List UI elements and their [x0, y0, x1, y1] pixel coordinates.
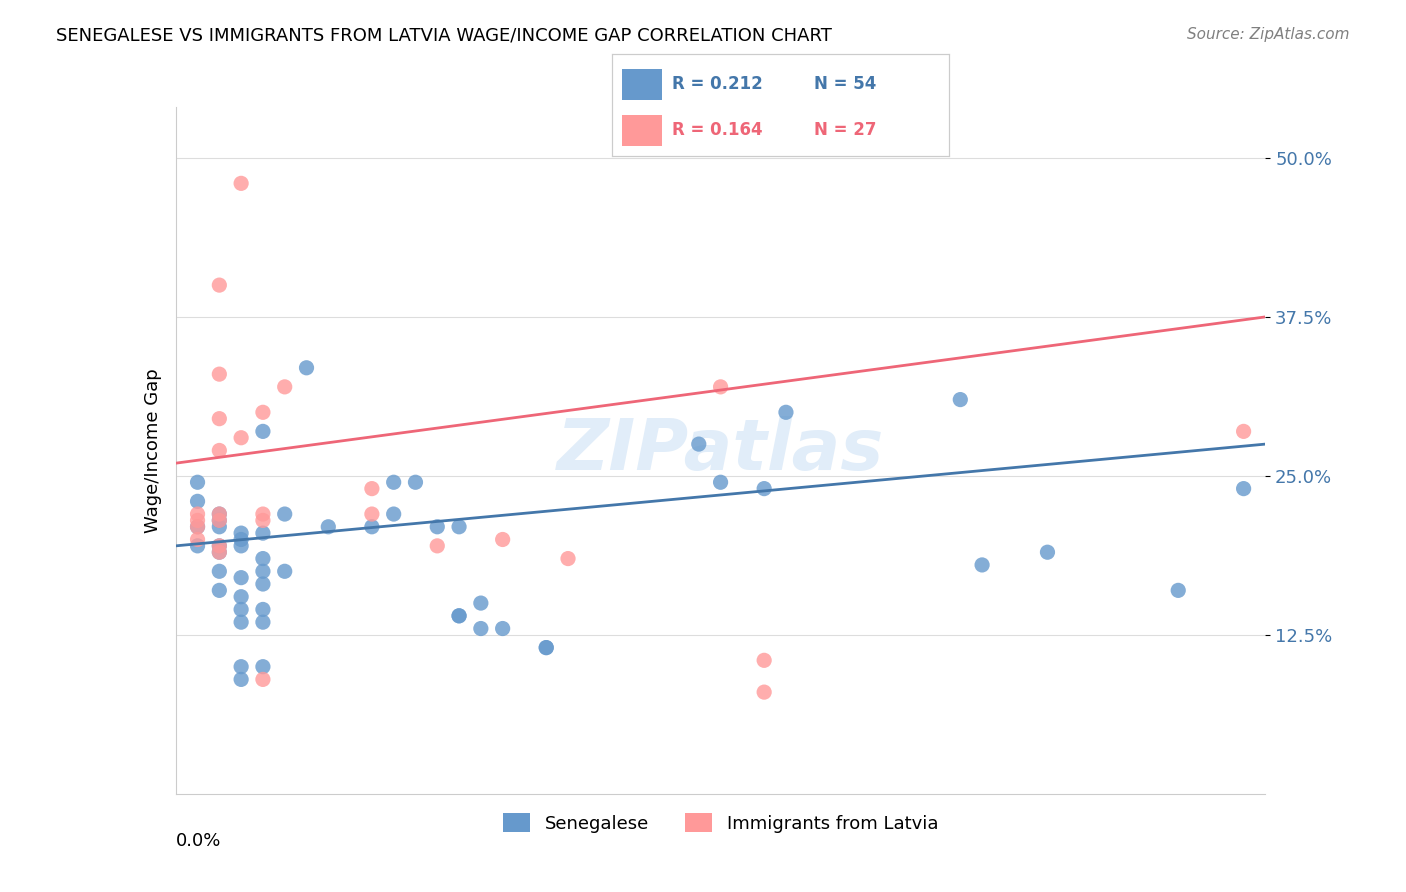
Point — [208, 507, 231, 521]
Point — [274, 564, 297, 578]
Point — [208, 520, 231, 534]
Point — [231, 673, 253, 687]
Point — [231, 431, 253, 445]
Point — [186, 520, 209, 534]
Point — [231, 602, 253, 616]
Point — [208, 513, 231, 527]
Point — [208, 564, 231, 578]
Text: R = 0.164: R = 0.164 — [672, 121, 763, 139]
Point — [534, 640, 557, 655]
Point — [426, 539, 449, 553]
Text: R = 0.212: R = 0.212 — [672, 75, 763, 94]
Text: ZIPatlas: ZIPatlas — [557, 416, 884, 485]
Point — [252, 659, 274, 673]
Point — [252, 564, 274, 578]
Point — [231, 659, 253, 673]
Point — [231, 615, 253, 630]
Point — [754, 685, 776, 699]
Point — [208, 443, 231, 458]
Point — [775, 405, 797, 419]
Point — [1036, 545, 1059, 559]
Point — [186, 533, 209, 547]
Point — [447, 608, 470, 623]
Point — [208, 545, 231, 559]
Point — [231, 526, 253, 541]
Point — [186, 494, 209, 508]
Point — [208, 367, 231, 381]
Legend: Senegalese, Immigrants from Latvia: Senegalese, Immigrants from Latvia — [496, 806, 945, 839]
Point — [470, 596, 492, 610]
Point — [186, 539, 209, 553]
Point — [447, 608, 470, 623]
Point — [231, 177, 253, 191]
Point — [208, 539, 231, 553]
Point — [252, 526, 274, 541]
Point — [186, 520, 209, 534]
Text: 0.0%: 0.0% — [176, 831, 221, 850]
Point — [360, 482, 382, 496]
Text: SENEGALESE VS IMMIGRANTS FROM LATVIA WAGE/INCOME GAP CORRELATION CHART: SENEGALESE VS IMMIGRANTS FROM LATVIA WAG… — [56, 27, 832, 45]
Y-axis label: Wage/Income Gap: Wage/Income Gap — [143, 368, 162, 533]
Point — [492, 622, 515, 636]
Text: N = 54: N = 54 — [814, 75, 876, 94]
Point — [274, 507, 297, 521]
Point — [557, 551, 579, 566]
Point — [208, 583, 231, 598]
Point — [1232, 425, 1256, 439]
Point — [534, 640, 557, 655]
Point — [405, 475, 427, 490]
Point — [186, 513, 209, 527]
Text: N = 27: N = 27 — [814, 121, 876, 139]
Point — [970, 558, 993, 572]
Point — [710, 475, 733, 490]
Point — [688, 437, 710, 451]
Point — [231, 533, 253, 547]
Point — [208, 411, 231, 425]
Point — [447, 520, 470, 534]
Point — [754, 653, 776, 667]
Point — [252, 551, 274, 566]
Point — [1232, 482, 1256, 496]
Point — [208, 278, 231, 293]
Point — [208, 545, 231, 559]
Point — [208, 507, 231, 521]
Point — [208, 513, 231, 527]
Point — [231, 539, 253, 553]
Point — [382, 475, 405, 490]
Point — [382, 507, 405, 521]
Point — [252, 577, 274, 591]
Point — [186, 475, 209, 490]
Point — [426, 520, 449, 534]
Point — [252, 425, 274, 439]
Point — [949, 392, 972, 407]
Point — [318, 520, 340, 534]
Point — [252, 405, 274, 419]
Point — [470, 622, 492, 636]
Point — [186, 507, 209, 521]
Point — [492, 533, 515, 547]
Point — [252, 602, 274, 616]
Point — [208, 539, 231, 553]
Text: Source: ZipAtlas.com: Source: ZipAtlas.com — [1187, 27, 1350, 42]
Point — [295, 360, 318, 375]
Point — [252, 673, 274, 687]
Point — [1167, 583, 1189, 598]
Point — [710, 380, 733, 394]
Point — [231, 571, 253, 585]
Point — [252, 507, 274, 521]
FancyBboxPatch shape — [621, 115, 662, 145]
Point — [754, 482, 776, 496]
Point — [360, 507, 382, 521]
Point — [252, 615, 274, 630]
FancyBboxPatch shape — [621, 69, 662, 100]
Point — [274, 380, 297, 394]
Point — [360, 520, 382, 534]
Point — [252, 513, 274, 527]
Point — [231, 590, 253, 604]
